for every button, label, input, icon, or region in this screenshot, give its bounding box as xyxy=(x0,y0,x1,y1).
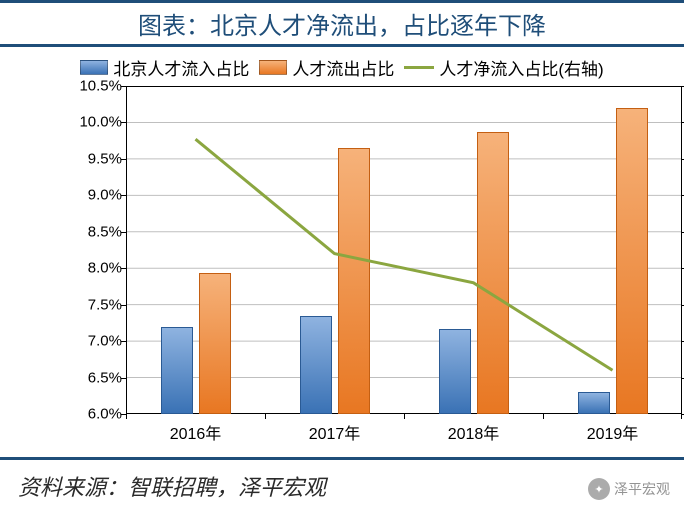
bar-inflow xyxy=(300,316,332,414)
x-label: 2018年 xyxy=(448,414,500,444)
legend-swatch-inflow xyxy=(80,60,108,75)
bar-outflow xyxy=(477,132,509,414)
plot-area: 6.0%6.5%7.0%7.5%8.0%8.5%9.0%9.5%10.0%10.… xyxy=(126,86,682,414)
legend-item-net: 人才净流入占比(右轴) xyxy=(404,55,603,80)
x-label: 2019年 xyxy=(587,414,639,444)
chart-title: 图表：北京人才净流出，占比逐年下降 xyxy=(0,6,684,41)
y-left-label: 10.0% xyxy=(79,114,126,131)
bar-inflow xyxy=(439,329,471,414)
legend-label-net: 人才净流入占比(右轴) xyxy=(439,55,603,80)
wechat-icon: ✦ xyxy=(588,478,610,500)
x-label: 2016年 xyxy=(170,414,222,444)
source-footer: 资料来源：智联招聘，泽平宏观 xyxy=(18,470,326,502)
bar-outflow xyxy=(199,273,231,414)
bar-outflow xyxy=(616,108,648,414)
legend-label-inflow: 北京人才流入占比 xyxy=(113,55,249,80)
y-left-label: 10.5% xyxy=(79,78,126,95)
legend-item-inflow: 北京人才流入占比 xyxy=(80,55,249,80)
watermark-text: 泽平宏观 xyxy=(614,479,670,499)
footer-divider xyxy=(0,457,684,460)
bar-inflow xyxy=(578,392,610,414)
watermark: ✦ 泽平宏观 xyxy=(588,478,670,500)
legend-swatch-net xyxy=(404,66,434,69)
bar-inflow xyxy=(161,327,193,414)
legend-item-outflow: 人才流出占比 xyxy=(259,55,394,80)
legend-label-outflow: 人才流出占比 xyxy=(292,55,394,80)
legend-swatch-outflow xyxy=(259,60,287,75)
x-label: 2017年 xyxy=(309,414,361,444)
bar-outflow xyxy=(338,148,370,414)
title-container: 图表：北京人才净流出，占比逐年下降 xyxy=(0,0,684,47)
